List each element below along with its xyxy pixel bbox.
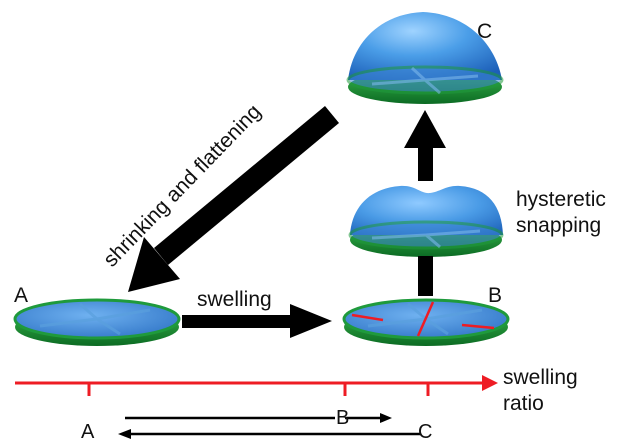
snapping-arrow: [404, 110, 446, 181]
hysteresis-loop: [118, 413, 420, 439]
label-state-b: B: [488, 284, 502, 307]
swelling-arrow: [182, 304, 332, 338]
label-state-c: C: [477, 20, 492, 43]
label-swelling: swelling: [197, 288, 272, 311]
label-hysteretic: hysteretic: [516, 188, 606, 211]
dome-c: [346, 12, 504, 104]
label-snapping: snapping: [516, 214, 601, 237]
swelling-ratio-axis: [15, 375, 498, 396]
label-state-a: A: [14, 284, 28, 307]
axis-label-swelling: swelling: [503, 366, 578, 389]
disc-a: [13, 298, 181, 346]
shrinking-arrow: [128, 106, 339, 292]
disc-b: [342, 298, 510, 346]
tick-label-b: B: [336, 407, 349, 429]
tick-label-a: A: [81, 421, 95, 442]
axis-label-ratio: ratio: [503, 392, 544, 415]
dome-intermediate: [348, 185, 504, 257]
connector-bar: [418, 256, 433, 296]
tick-label-c: C: [418, 421, 432, 442]
